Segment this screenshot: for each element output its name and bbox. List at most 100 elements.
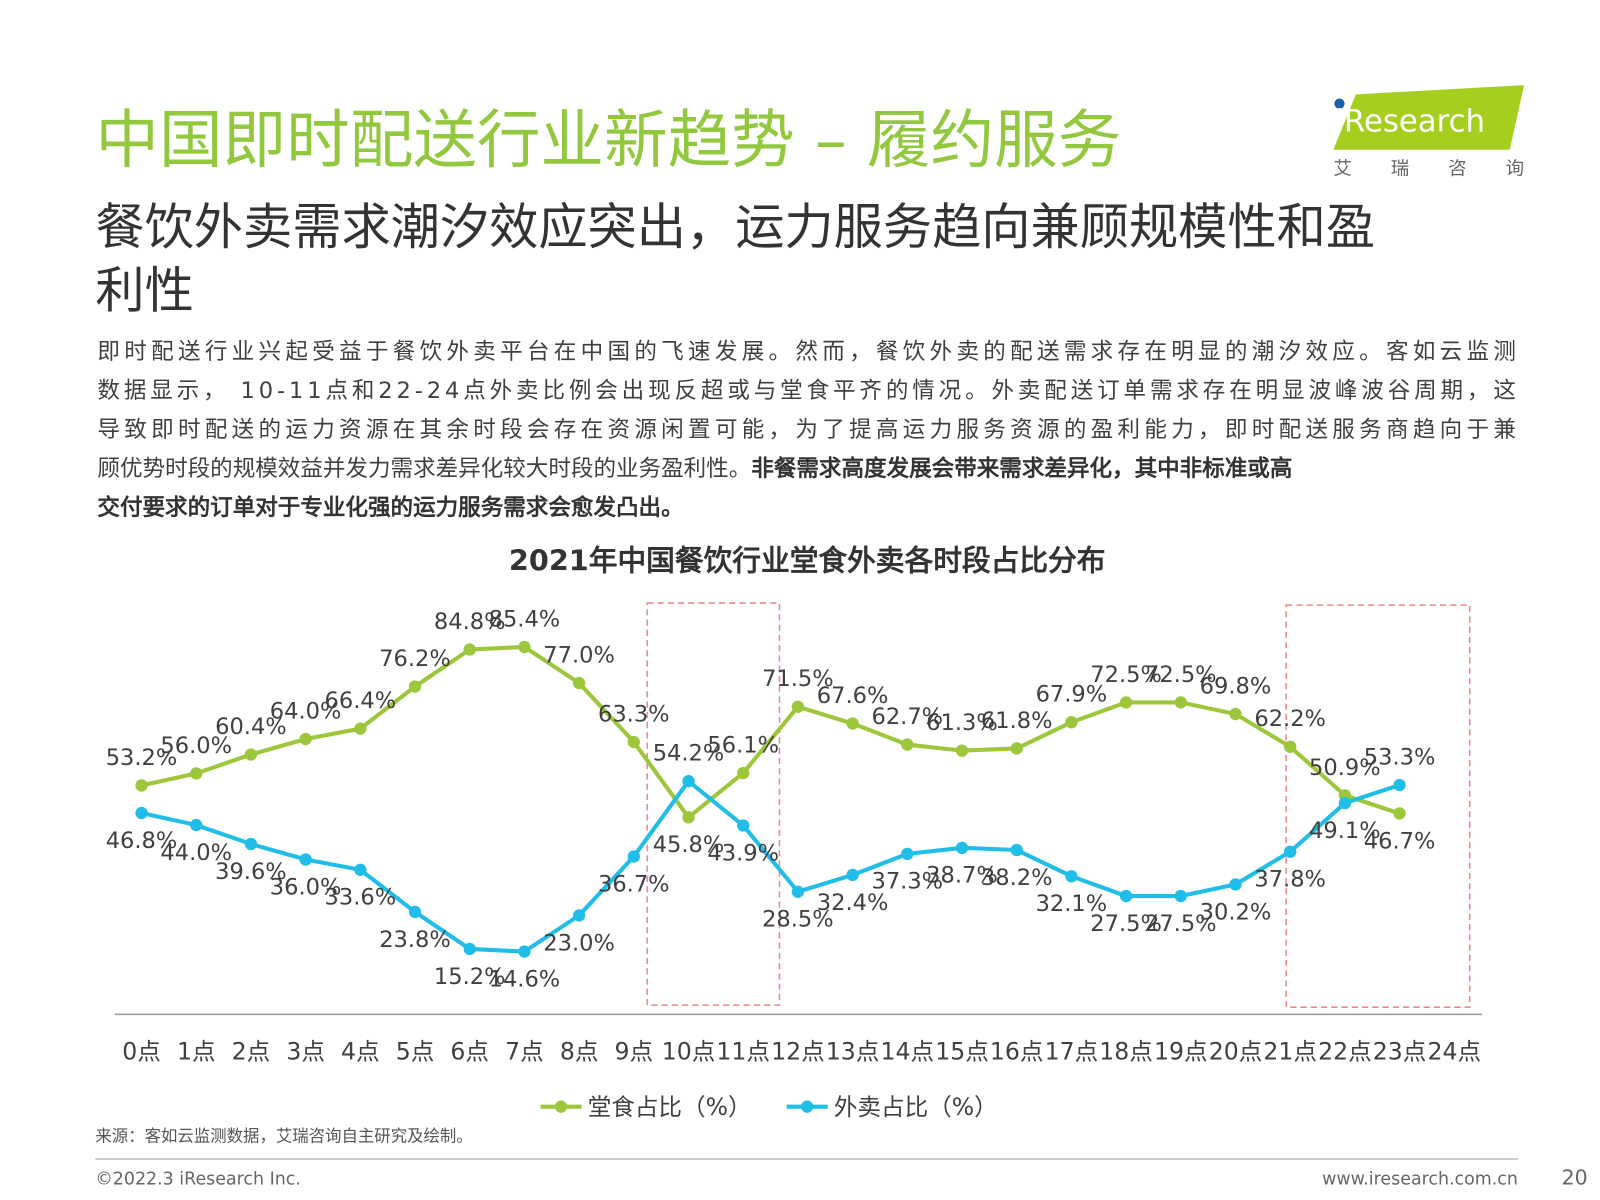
source: 来源：客如云监测数据，艾瑞咨询自主研究及绘制。	[95, 1127, 472, 1146]
legend-label: 堂食占比（%）	[588, 1093, 752, 1121]
x-tick-label: 15点	[935, 1037, 989, 1065]
point	[463, 643, 476, 656]
data-label: 61.3%	[926, 710, 998, 736]
point	[901, 738, 914, 751]
point	[190, 818, 203, 832]
subtitle: 餐饮外卖需求潮汐效应突出，运力服务趋向兼顾规模性和盈	[95, 198, 1375, 256]
point	[1229, 707, 1242, 721]
point	[1119, 696, 1133, 709]
x-tick-label: 22点	[1318, 1037, 1372, 1065]
point	[135, 806, 148, 820]
data-label: 23.0%	[543, 930, 615, 956]
page-number: 20	[1562, 1166, 1588, 1190]
point	[354, 863, 367, 876]
data-label: 72.5%	[1090, 662, 1162, 688]
logo-brand: iResearch	[1335, 103, 1485, 139]
point	[572, 909, 586, 922]
x-tick-label: 20点	[1209, 1037, 1263, 1065]
point	[299, 732, 312, 746]
body-text: 顾优势时段的规模效益并发力需求差异化较大时段的业务盈利性。	[97, 456, 751, 482]
data-label: 53.2%	[106, 745, 178, 771]
x-tick-label: 4点	[341, 1037, 380, 1065]
x-tick-label: 14点	[881, 1037, 935, 1065]
x-tick-label: 8点	[560, 1037, 599, 1065]
data-label: 27.5%	[1090, 911, 1162, 937]
x-tick-label: 17点	[1045, 1037, 1099, 1065]
point	[682, 775, 695, 788]
data-label: 44.0%	[160, 840, 232, 866]
data-label: 67.6%	[817, 683, 889, 709]
point	[627, 850, 640, 863]
footer-url: www.iresearch.com.cn	[1322, 1170, 1518, 1190]
legend-label: 外卖占比（%）	[834, 1093, 998, 1121]
point	[1010, 843, 1023, 857]
data-label: 37.8%	[1254, 867, 1326, 893]
point	[1174, 889, 1187, 903]
x-tick-label: 2点	[232, 1037, 271, 1065]
point	[299, 853, 312, 866]
data-label: 14.6%	[489, 966, 561, 992]
body-line: 数据显示， 10-11点和22-24点外卖比例会出现反超或与堂食平齐的情况。外卖…	[97, 378, 1515, 404]
body-line: 导致即时配送的运力资源在其余时段会存在资源闲置可能，为了提高运力服务资源的盈利能…	[97, 417, 1515, 443]
data-label: 45.8%	[653, 832, 725, 858]
point	[1393, 778, 1406, 792]
data-label: 36.7%	[598, 871, 670, 897]
body-line: 即时配送行业兴起受益于餐饮外卖平台在中国的飞速发展。然而，餐饮外卖的配送需求存在…	[97, 339, 1515, 365]
point	[572, 676, 586, 690]
point	[408, 905, 422, 919]
point	[354, 722, 367, 735]
data-label: 63.3%	[598, 701, 670, 727]
point	[627, 735, 640, 749]
data-label: 27.5%	[1145, 911, 1217, 937]
data-label: 37.3%	[871, 869, 943, 895]
data-label: 49.1%	[1309, 818, 1381, 844]
data-label: 60.4%	[215, 714, 287, 740]
data-label: 15.2%	[434, 964, 506, 990]
data-label: 62.7%	[871, 704, 943, 730]
x-tick-label: 16点	[990, 1037, 1044, 1065]
point	[737, 766, 750, 780]
data-label: 28.5%	[762, 907, 834, 933]
data-label: 38.7%	[926, 863, 998, 889]
data-label: 71.5%	[762, 666, 834, 692]
point	[1065, 716, 1078, 729]
title: 中国即时配送行业新趋势 – 履约服务	[95, 103, 1121, 177]
point	[1065, 870, 1078, 883]
series-line	[141, 644, 1401, 821]
point	[244, 837, 258, 851]
legend-dot	[554, 1100, 568, 1113]
point	[1010, 742, 1023, 755]
x-tick-label: 7点	[505, 1037, 544, 1065]
point	[135, 779, 148, 792]
point	[682, 811, 695, 824]
body-bold: 非餐需求高度发展会带来需求差异化，其中非标准或高	[751, 455, 1292, 482]
data-label: 46.7%	[1364, 828, 1436, 854]
point	[190, 767, 203, 780]
point	[408, 680, 422, 693]
x-tick-label: 23点	[1373, 1037, 1427, 1065]
x-tick-label: 13点	[826, 1037, 880, 1065]
point	[1284, 740, 1297, 753]
point	[244, 748, 258, 761]
data-label: 61.8%	[981, 708, 1053, 734]
x-tick-label: 0点	[122, 1037, 161, 1065]
point	[518, 640, 531, 654]
point	[955, 744, 969, 757]
data-label: 76.2%	[379, 646, 451, 672]
point	[791, 885, 805, 898]
x-tick-label: 19点	[1154, 1037, 1208, 1065]
data-label: 53.3%	[1364, 745, 1436, 771]
data-label: 56.1%	[707, 732, 779, 758]
data-label: 23.8%	[379, 927, 451, 953]
x-tick-label: 10点	[662, 1037, 716, 1065]
x-tick-label: 3点	[286, 1037, 325, 1065]
point	[1284, 845, 1297, 858]
data-label: 67.9%	[1036, 682, 1108, 708]
data-label: 85.4%	[489, 606, 561, 632]
point	[846, 868, 859, 882]
data-label: 56.0%	[160, 733, 232, 759]
logo-tagline: 艾 瑞 咨 询	[1333, 158, 1524, 179]
data-label: 38.2%	[981, 865, 1053, 891]
